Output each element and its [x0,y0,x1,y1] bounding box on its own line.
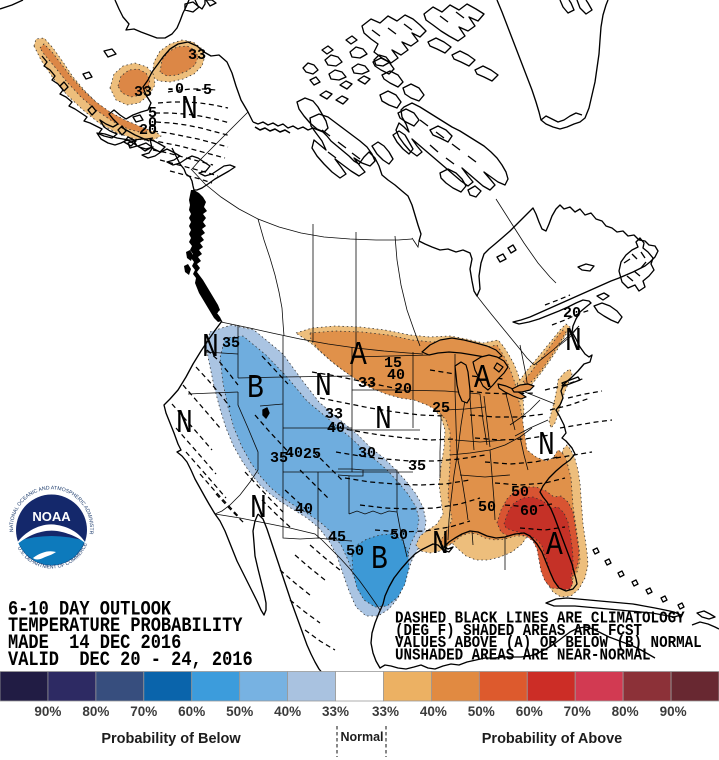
svg-text:35: 35 [222,335,240,352]
svg-text:40%: 40% [420,704,447,719]
svg-text:40: 40 [387,367,405,384]
svg-text:15: 15 [384,355,402,372]
svg-text:50: 50 [346,543,364,560]
svg-text:N: N [432,527,449,564]
svg-text:(DEG F) SHADED AREAS ARE FCST: (DEG F) SHADED AREAS ARE FCST [395,621,642,640]
svg-text:40%: 40% [274,704,301,719]
svg-text:40: 40 [285,445,303,462]
svg-text:NOAA: NOAA [32,509,71,524]
svg-text:35: 35 [270,450,288,467]
svg-text:A: A [546,528,563,565]
svg-text:B: B [247,371,264,408]
svg-text:B: B [371,542,388,579]
svg-text:A: A [350,338,367,375]
svg-text:33: 33 [358,375,376,392]
svg-text:90%: 90% [660,704,687,719]
svg-text:Probability of Above: Probability of Above [482,731,622,747]
svg-text:33: 33 [188,47,206,64]
svg-text:50: 50 [478,499,496,516]
svg-text:-0: -0 [166,81,184,98]
svg-text:20: 20 [563,305,581,322]
svg-text:90%: 90% [34,704,61,719]
svg-text:80%: 80% [612,704,639,719]
svg-text:TEMPERATURE PROBABILITY: TEMPERATURE PROBABILITY [8,614,243,638]
svg-text:35: 35 [408,458,426,475]
svg-text:A: A [474,361,491,398]
svg-text:MADE 14 DEC 2016: MADE 14 DEC 2016 [8,631,181,655]
svg-text:N: N [315,369,332,406]
svg-text:N: N [250,491,267,528]
svg-text:40: 40 [327,420,345,437]
svg-text:5: 5 [148,105,157,122]
svg-text:N: N [565,324,582,361]
svg-text:25: 25 [432,400,450,417]
svg-text:20: 20 [394,381,412,398]
svg-text:N: N [181,92,198,129]
svg-text:0: 0 [148,115,157,132]
svg-text:50: 50 [390,527,408,544]
svg-text:N: N [375,402,392,439]
svg-text:60: 60 [520,503,538,520]
svg-text:33%: 33% [372,704,399,719]
svg-text:50%: 50% [468,704,495,719]
svg-text:VALUES ABOVE (A) OR BELOW (B): VALUES ABOVE (A) OR BELOW (B) NORMAL [395,633,702,652]
svg-text:NATIONAL OCEANIC AND ATMOSPHER: NATIONAL OCEANIC AND ATMOSPHERIC ADMINIS… [0,0,94,535]
svg-text:40: 40 [295,501,313,518]
svg-text:60%: 60% [178,704,205,719]
svg-text:50%: 50% [226,704,253,719]
svg-text:33%: 33% [322,704,349,719]
svg-text:VALID DEC 20 - 24, 2016: VALID DEC 20 - 24, 2016 [8,648,253,672]
svg-text:80%: 80% [82,704,109,719]
svg-text:N: N [538,428,555,465]
svg-text:60%: 60% [516,704,543,719]
svg-text:70%: 70% [130,704,157,719]
svg-text:30: 30 [358,445,376,462]
svg-text:Probability of Below: Probability of Below [101,731,241,747]
svg-text:Normal: Normal [340,730,383,744]
svg-text:45: 45 [328,529,346,546]
svg-text:6-10 DAY OUTLOOK: 6-10 DAY OUTLOOK [8,597,172,621]
svg-text:33: 33 [134,84,152,101]
svg-text:DASHED BLACK LINES ARE CLIMATO: DASHED BLACK LINES ARE CLIMATOLOGY [395,609,685,628]
svg-text:N: N [202,330,219,367]
svg-text:50: 50 [511,484,529,501]
svg-text:UNSHADED AREAS ARE NEAR-NORMAL: UNSHADED AREAS ARE NEAR-NORMAL [395,646,651,665]
svg-text:-5: -5 [194,82,212,99]
svg-text:33: 33 [325,406,343,423]
svg-text:N: N [176,406,193,443]
svg-text:70%: 70% [564,704,591,719]
svg-text:20: 20 [139,122,157,139]
svg-text:25: 25 [303,446,321,463]
